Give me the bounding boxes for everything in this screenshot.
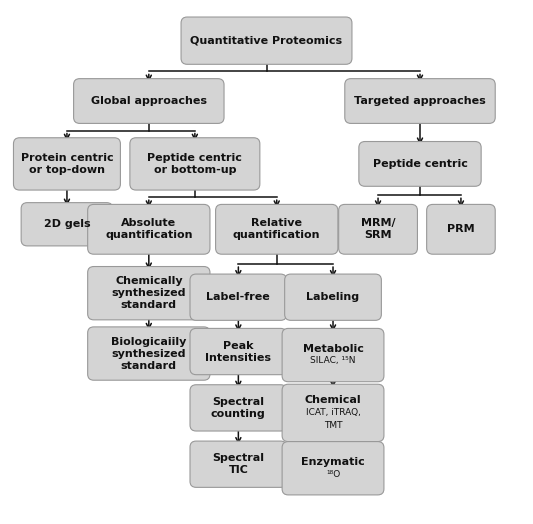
- FancyBboxPatch shape: [190, 329, 287, 375]
- FancyBboxPatch shape: [426, 204, 495, 254]
- Text: Chemical: Chemical: [305, 395, 361, 405]
- FancyBboxPatch shape: [130, 138, 260, 190]
- FancyBboxPatch shape: [13, 138, 120, 190]
- FancyBboxPatch shape: [190, 274, 287, 320]
- Text: Spectral
TIC: Spectral TIC: [212, 453, 264, 475]
- FancyBboxPatch shape: [87, 204, 210, 254]
- Text: Labeling: Labeling: [306, 292, 360, 302]
- FancyBboxPatch shape: [282, 384, 384, 442]
- Text: Metabolic: Metabolic: [303, 344, 364, 354]
- Text: Absolute
quantification: Absolute quantification: [105, 219, 192, 241]
- FancyBboxPatch shape: [21, 203, 113, 246]
- FancyBboxPatch shape: [87, 267, 210, 320]
- Text: SILAC, ¹⁵N: SILAC, ¹⁵N: [310, 356, 356, 365]
- Text: Global approaches: Global approaches: [91, 96, 207, 106]
- Text: Label-free: Label-free: [206, 292, 270, 302]
- Text: Biologicaiily
synthesized
standard: Biologicaiily synthesized standard: [111, 336, 187, 370]
- Text: Peptide centric
or bottom-up: Peptide centric or bottom-up: [148, 153, 243, 175]
- FancyBboxPatch shape: [285, 274, 382, 320]
- FancyBboxPatch shape: [181, 17, 352, 64]
- Text: MRM/
SRM: MRM/ SRM: [361, 219, 395, 241]
- Text: TMT: TMT: [324, 421, 342, 430]
- FancyBboxPatch shape: [282, 329, 384, 381]
- Text: Targeted approaches: Targeted approaches: [354, 96, 486, 106]
- Text: ICAT, iTRAQ,: ICAT, iTRAQ,: [305, 408, 360, 418]
- FancyBboxPatch shape: [345, 79, 495, 124]
- FancyBboxPatch shape: [190, 385, 287, 431]
- Text: Chemically
synthesized
standard: Chemically synthesized standard: [111, 276, 186, 310]
- Text: Relative
quantification: Relative quantification: [233, 219, 320, 241]
- FancyBboxPatch shape: [215, 204, 338, 254]
- Text: Protein centric
or top-down: Protein centric or top-down: [21, 153, 113, 175]
- Text: Spectral
counting: Spectral counting: [211, 397, 266, 419]
- FancyBboxPatch shape: [87, 327, 210, 380]
- FancyBboxPatch shape: [74, 79, 224, 124]
- Text: 2D gels: 2D gels: [44, 219, 90, 230]
- Text: Quantitative Proteomics: Quantitative Proteomics: [190, 36, 343, 46]
- Text: Peak
Intensities: Peak Intensities: [205, 341, 271, 363]
- Text: Peptide centric: Peptide centric: [373, 159, 467, 169]
- FancyBboxPatch shape: [282, 442, 384, 495]
- FancyBboxPatch shape: [190, 441, 287, 487]
- FancyBboxPatch shape: [359, 141, 481, 187]
- FancyBboxPatch shape: [338, 204, 417, 254]
- Text: ¹⁸O: ¹⁸O: [326, 470, 340, 478]
- Text: Enzymatic: Enzymatic: [301, 457, 365, 467]
- Text: PRM: PRM: [447, 224, 475, 234]
